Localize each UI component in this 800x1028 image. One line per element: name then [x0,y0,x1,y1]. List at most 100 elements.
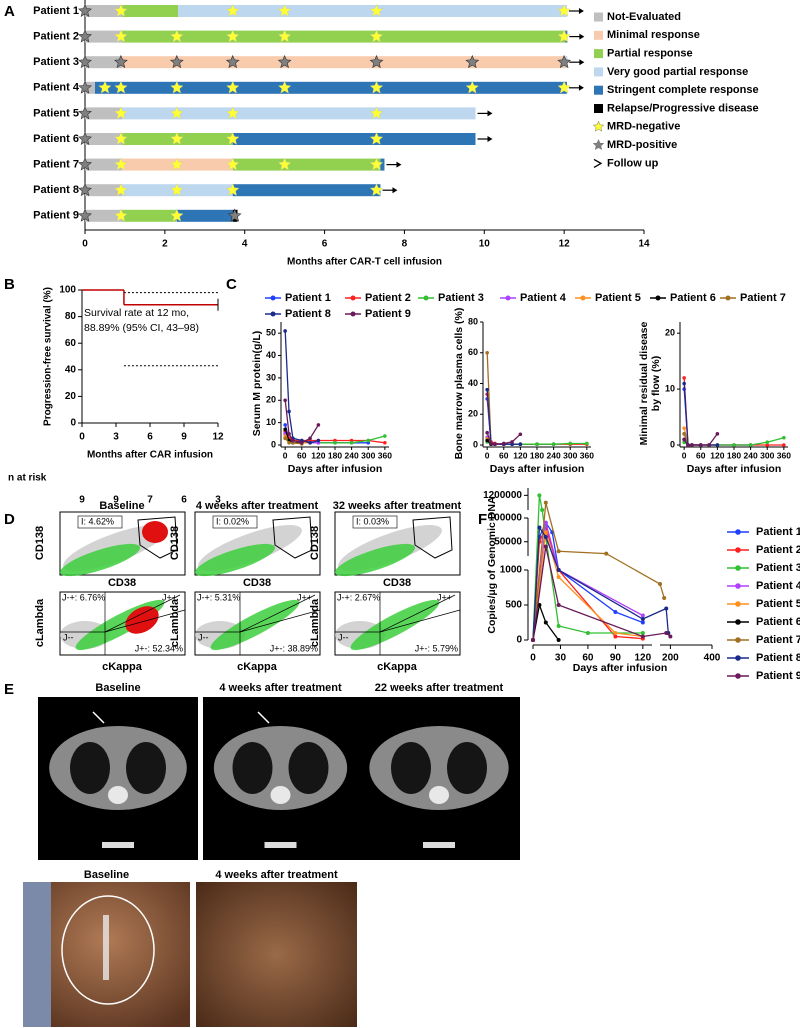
y-axis-title: by flow (%) [650,356,662,411]
response-segment [122,5,179,17]
mrd-negative-star [369,131,384,145]
gate-label: J++ [297,592,312,602]
data-point [543,620,548,625]
panel-letter: B [4,276,15,293]
mrd-negative-star [226,29,240,43]
mrd-negative-star [114,208,128,222]
x-tick-label: 400 [704,653,721,664]
x-tick-label: 4 [242,239,248,250]
legend-swatch [594,30,603,40]
follow-up-arrowhead [487,136,493,142]
mrd-negative-star [114,157,128,171]
x-axis-title: cKappa [377,661,418,673]
patient-label: Patient 6 [33,133,79,145]
data-point [640,620,645,625]
photo [196,882,357,1027]
y-tick-label: 60 [468,347,478,357]
y-tick-label: 0 [473,439,478,449]
data-point [316,423,321,427]
data-point [556,568,561,572]
patient-label: Patient 9 [33,210,79,222]
data-point [283,329,287,333]
y-tick-label: 500 [505,600,522,611]
panel-letter: E [4,681,14,698]
y-tick-label: 100000 [489,513,523,524]
image-title: 4 weeks after treatment [219,682,342,694]
legend-dot [735,655,741,661]
mrd-negative-star [226,157,240,171]
image-title: Baseline [84,869,129,881]
x-axis-title: CD38 [383,577,411,589]
image-title: Baseline [95,682,140,694]
x-tick-label: 120 [635,653,652,664]
data-point [613,634,618,639]
y-tick-label: 50000 [494,536,522,547]
gate-line [379,594,456,633]
mrd-negative-star [369,80,384,94]
mrd-negative-star [170,131,184,145]
legend-dot [735,619,741,625]
x-tick-label: 240 [547,450,561,460]
response-segment [85,158,123,171]
data-point [551,442,556,447]
mrd-negative-star [369,157,384,171]
mrd-negative-star [278,29,292,43]
x-tick-label: 240 [345,450,359,460]
x-tick-label: 10 [479,239,491,250]
data-point [682,426,686,431]
data-point [540,508,545,512]
x-tick-label: 120 [710,450,724,460]
x-tick-label: 120 [513,450,527,460]
data-point [287,432,291,436]
x-axis-title: CD38 [243,577,271,589]
y-axis-title: Serum M protein(g/L) [251,331,263,437]
mrd-negative-star [114,183,128,196]
y-tick-label: 20 [665,328,675,338]
series-line [532,602,560,641]
n-at-risk: 3 [215,495,221,506]
y-axis-title: Copies/μg of Genomic DNA [486,496,498,634]
data-point [283,398,287,403]
panel-title: 32 weeks after treatment [333,500,462,512]
mrd-positive-star [78,106,92,120]
gate-label: J-- [198,632,209,642]
series-line [532,502,665,641]
x-tick-label: 0 [283,450,288,460]
x-tick-label: 360 [378,450,392,460]
x-tick-label: 14 [638,239,650,250]
response-segment [122,209,177,222]
gate-label: J-+: 2.67% [337,592,380,602]
cell-cloud [334,543,416,577]
mrd-negative-star [170,106,184,120]
gate-line [104,594,181,633]
x-tick-label: 300 [760,450,774,460]
cell-cloud [125,606,159,634]
n-at-risk: 9 [79,495,85,506]
data-point [485,387,489,392]
panel-letter: F [478,511,487,528]
response-segment [122,30,566,43]
mrd-positive-star [78,29,92,43]
data-point [682,376,686,380]
legend-swatch [594,49,603,59]
data-point [501,441,506,446]
response-segment [85,133,123,145]
legend-label: Follow up [607,157,659,169]
data-point [349,440,354,445]
response-segment [94,81,567,94]
mrd-negative-star [114,106,128,120]
data-point [782,435,786,440]
data-point [518,442,523,447]
cell-cloud [350,599,440,651]
data-point [543,544,548,549]
ct-lung [232,742,273,794]
ct-lung [447,742,487,794]
y-tick-label: 20 [266,395,276,405]
n-at-risk: 6 [181,495,187,506]
mrd-positive-star [557,54,572,69]
x-tick-label: 300 [361,450,375,460]
x-tick-label: 3 [113,432,119,443]
mrd-negative-star [226,3,240,17]
x-tick-label: 360 [580,450,594,460]
